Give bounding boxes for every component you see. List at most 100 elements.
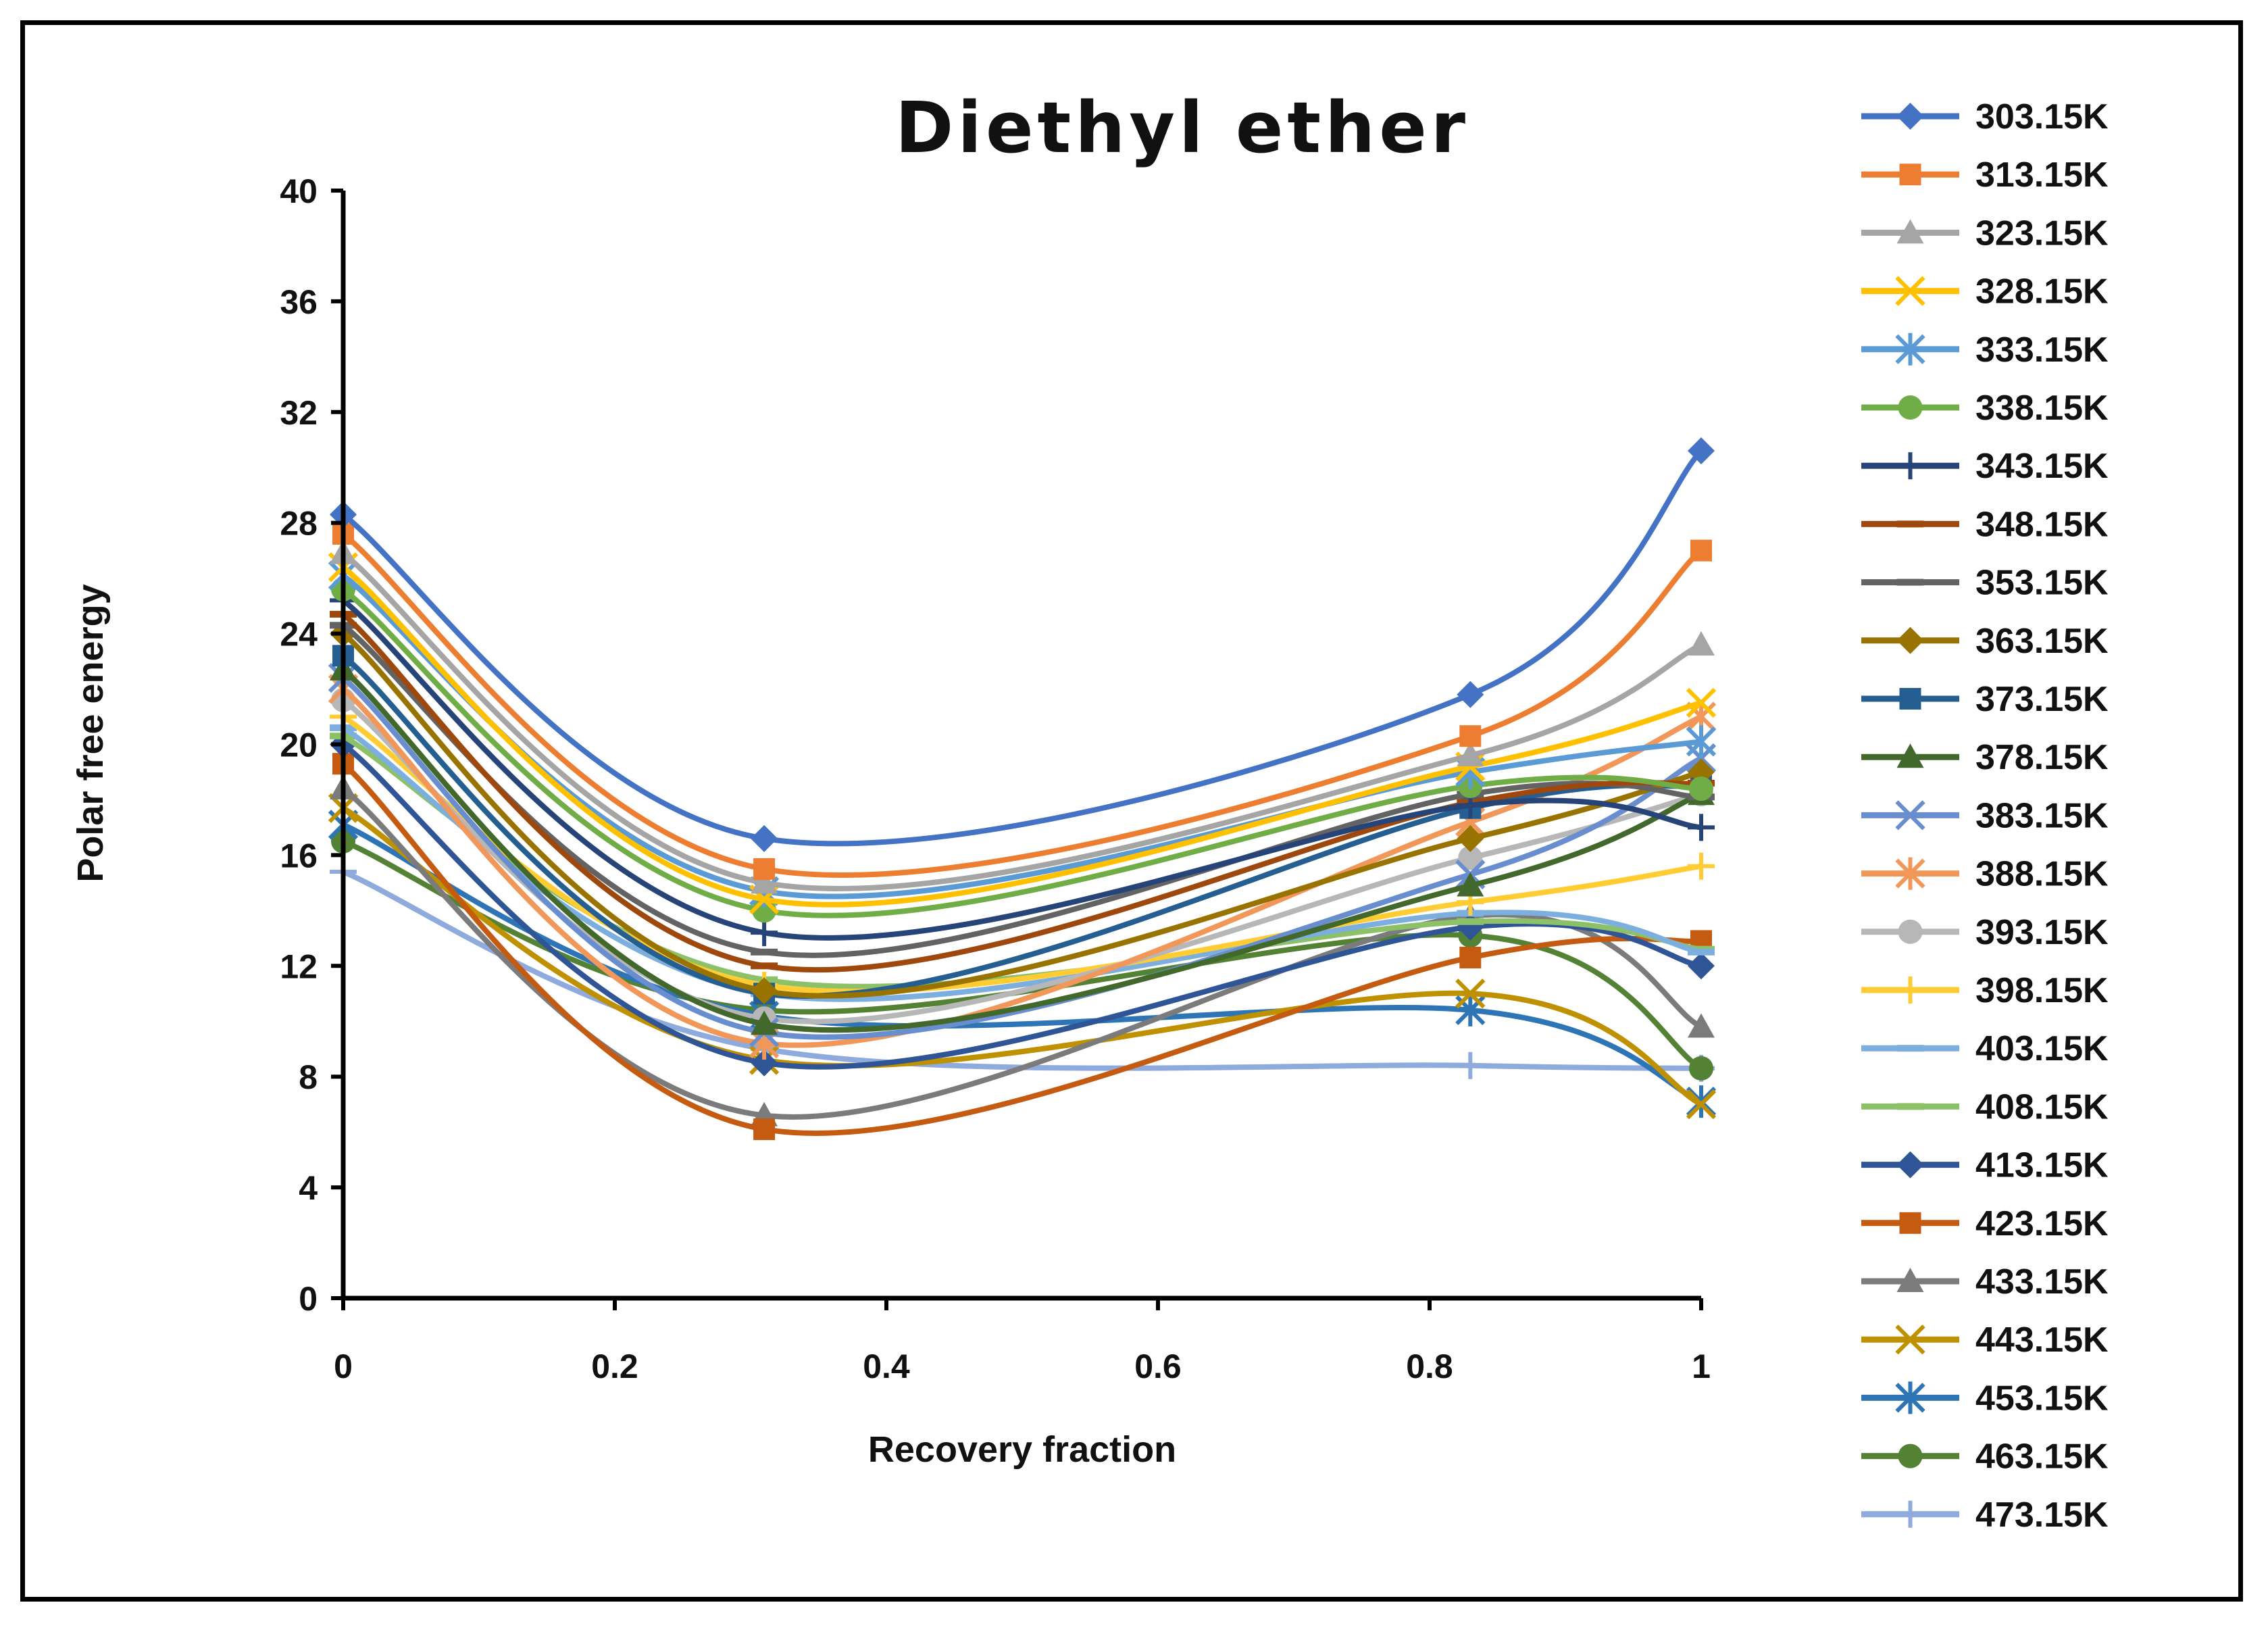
legend-label: 383.15K (1975, 796, 2109, 835)
data-point (751, 948, 778, 956)
legend-label: 463.15K (1975, 1437, 2109, 1477)
data-point (1688, 852, 1715, 880)
series-line (341, 741, 1704, 1070)
legend-item: 323.15K (1861, 214, 2109, 253)
data-point (1898, 1443, 1923, 1468)
legend-item: 343.15K (1861, 447, 2109, 486)
y-tick-label: 40 (280, 172, 318, 210)
x-axis-title: Recovery fraction (868, 1429, 1176, 1470)
y-tick-label: 24 (280, 616, 318, 653)
legend-item: 433.15K (1861, 1262, 2109, 1302)
data-point (1896, 103, 1924, 130)
series-line (341, 675, 1704, 1040)
y-tick-label: 36 (280, 283, 318, 321)
data-point (1895, 800, 1925, 831)
series-line (341, 531, 1704, 878)
legend-item: 313.15K (1861, 155, 2109, 195)
legend-label: 443.15K (1975, 1320, 2109, 1360)
legend-label: 413.15K (1975, 1146, 2109, 1185)
legend-item: 453.15K (1861, 1379, 2109, 1418)
legend-item: 388.15K (1861, 855, 2109, 894)
data-point (1688, 630, 1715, 656)
y-tick-label: 16 (280, 837, 318, 874)
data-point (1686, 1089, 1717, 1120)
legend-label: 388.15K (1975, 855, 2109, 894)
data-point (1688, 948, 1715, 956)
data-point (751, 977, 778, 1005)
data-point (1688, 1013, 1715, 1038)
data-point (1896, 1500, 1924, 1528)
plot-area (328, 437, 1717, 1141)
legend-label: 398.15K (1975, 971, 2109, 1010)
data-point (1896, 578, 1924, 586)
data-point (753, 1118, 776, 1141)
legend-label: 373.15K (1975, 680, 2109, 719)
legend-label: 453.15K (1975, 1379, 2109, 1418)
series-line (341, 786, 1704, 1120)
data-point (1896, 1045, 1924, 1052)
data-point (1895, 332, 1925, 366)
legend-item: 333.15K (1861, 330, 2109, 370)
series-line (341, 550, 1704, 892)
data-point (751, 1049, 778, 1077)
data-point (1458, 845, 1483, 870)
legend-item: 473.15K (1861, 1495, 2109, 1535)
data-point (1896, 1103, 1924, 1110)
data-point (1688, 952, 1715, 980)
legend-item: 403.15K (1861, 1029, 2109, 1068)
data-point (1457, 824, 1484, 852)
legend-label: 303.15K (1975, 97, 2109, 137)
y-tick-label: 28 (280, 505, 318, 543)
x-tick-label: 0.4 (863, 1347, 910, 1385)
data-point (751, 869, 778, 894)
legend-label: 403.15K (1975, 1029, 2109, 1068)
series-line (341, 822, 1704, 1105)
legend-item: 443.15K (1861, 1320, 2109, 1360)
data-point (1896, 626, 1924, 654)
legend-item: 413.15K (1861, 1146, 2109, 1185)
data-point (1895, 276, 1925, 306)
legend-label: 423.15K (1975, 1204, 2109, 1243)
data-point (1457, 681, 1484, 708)
data-point (1896, 1151, 1924, 1179)
legend-label: 338.15K (1975, 389, 2109, 428)
axis-ticks: 0 4 8 12 16 20 24 28 32 36 40 0 0.2 0.4 0.6 0.8 1 (280, 172, 1711, 1385)
legend-item: 463.15K (1861, 1437, 2109, 1477)
series-line (341, 630, 1704, 999)
data-point (1455, 979, 1486, 1009)
data-point (1689, 776, 1713, 801)
data-point (751, 1010, 778, 1035)
series-line (341, 761, 1704, 1136)
series-line (341, 587, 1704, 918)
data-point (1686, 725, 1717, 758)
legend-label: 333.15K (1975, 330, 2109, 370)
data-point (1457, 872, 1484, 897)
legend-label: 378.15K (1975, 738, 2109, 777)
legend-item: 408.15K (1861, 1087, 2109, 1127)
legend-label: 363.15K (1975, 622, 2109, 661)
legend-label: 393.15K (1975, 913, 2109, 952)
legend: 303.15K 313.15K 323.15K 328.15K 333.15K 338.1… (1861, 97, 2109, 1535)
series-line (341, 572, 1704, 899)
chart-title: Diethyl ether (895, 86, 1469, 169)
data-point (1896, 976, 1924, 1004)
legend-item: 353.15K (1861, 564, 2109, 603)
data-point (1459, 725, 1482, 747)
series-303.15K (330, 437, 1715, 852)
x-tick-label: 1 (1692, 1347, 1711, 1385)
x-tick-label: 0.8 (1406, 1347, 1453, 1385)
data-point (1895, 857, 1925, 890)
data-point (1895, 1325, 1925, 1355)
y-tick-label: 8 (299, 1058, 318, 1096)
legend-label: 473.15K (1975, 1495, 2109, 1535)
y-axis-title: Polar free energy (70, 584, 111, 882)
y-tick-label: 4 (299, 1169, 318, 1207)
data-point (1899, 164, 1921, 186)
legend-item: 348.15K (1861, 505, 2109, 544)
data-point (1898, 919, 1923, 944)
data-point (1896, 452, 1924, 480)
legend-item: 338.15K (1861, 389, 2109, 428)
data-point (751, 919, 778, 947)
data-point (1686, 687, 1717, 718)
